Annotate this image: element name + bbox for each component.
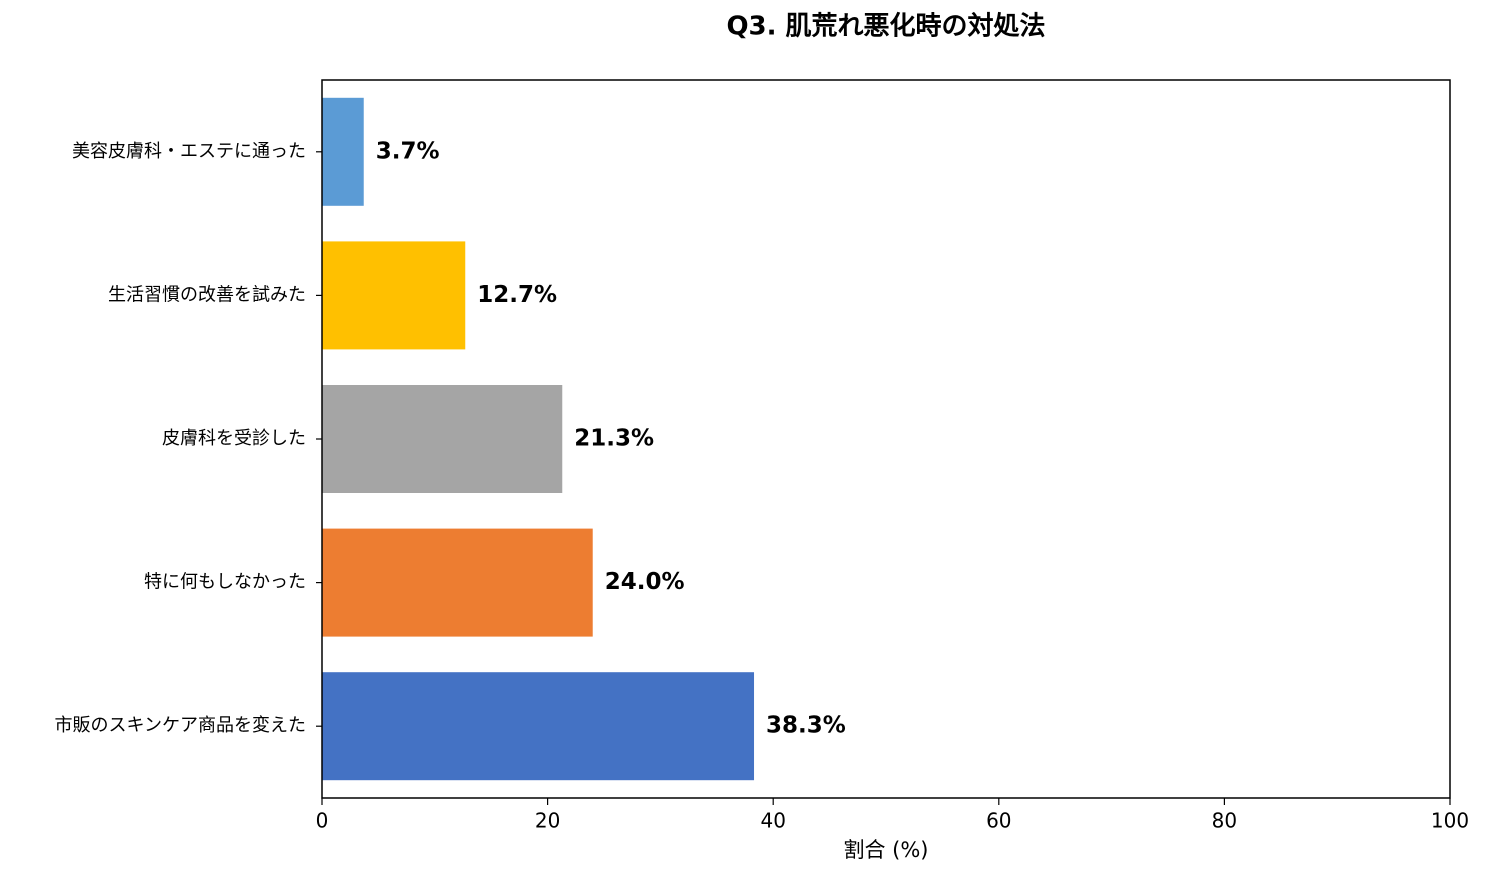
x-tick-label: 0 — [316, 809, 329, 833]
y-tick-label: 特に何もしなかった — [144, 572, 306, 593]
x-tick-label: 100 — [1431, 809, 1469, 833]
x-tick-label: 20 — [535, 809, 560, 833]
y-tick-label: 皮膚科を受診した — [162, 428, 306, 449]
bar — [322, 241, 466, 350]
value-label: 12.7% — [477, 282, 557, 308]
x-axis-label: 割合 (%) — [843, 838, 928, 862]
y-tick-label: 美容皮膚科・エステに通った — [72, 141, 306, 162]
y-tick-label: 市販のスキンケア商品を変えた — [55, 715, 306, 736]
value-label: 21.3% — [574, 426, 654, 452]
y-tick-label: 生活習慣の改善を試みた — [108, 284, 306, 305]
x-tick-label: 40 — [760, 809, 785, 833]
plot-frame — [321, 79, 1451, 799]
value-label: 38.3% — [766, 713, 846, 739]
bar — [322, 385, 563, 493]
value-label: 24.0% — [605, 569, 685, 595]
chart-title: Q3. 肌荒れ悪化時の対処法 — [726, 12, 1045, 42]
bar — [322, 672, 755, 781]
x-tick-label: 60 — [986, 809, 1011, 833]
x-tick-label: 80 — [1212, 809, 1237, 833]
bar — [322, 528, 593, 637]
value-label: 3.7% — [376, 138, 440, 164]
bar — [322, 97, 364, 206]
